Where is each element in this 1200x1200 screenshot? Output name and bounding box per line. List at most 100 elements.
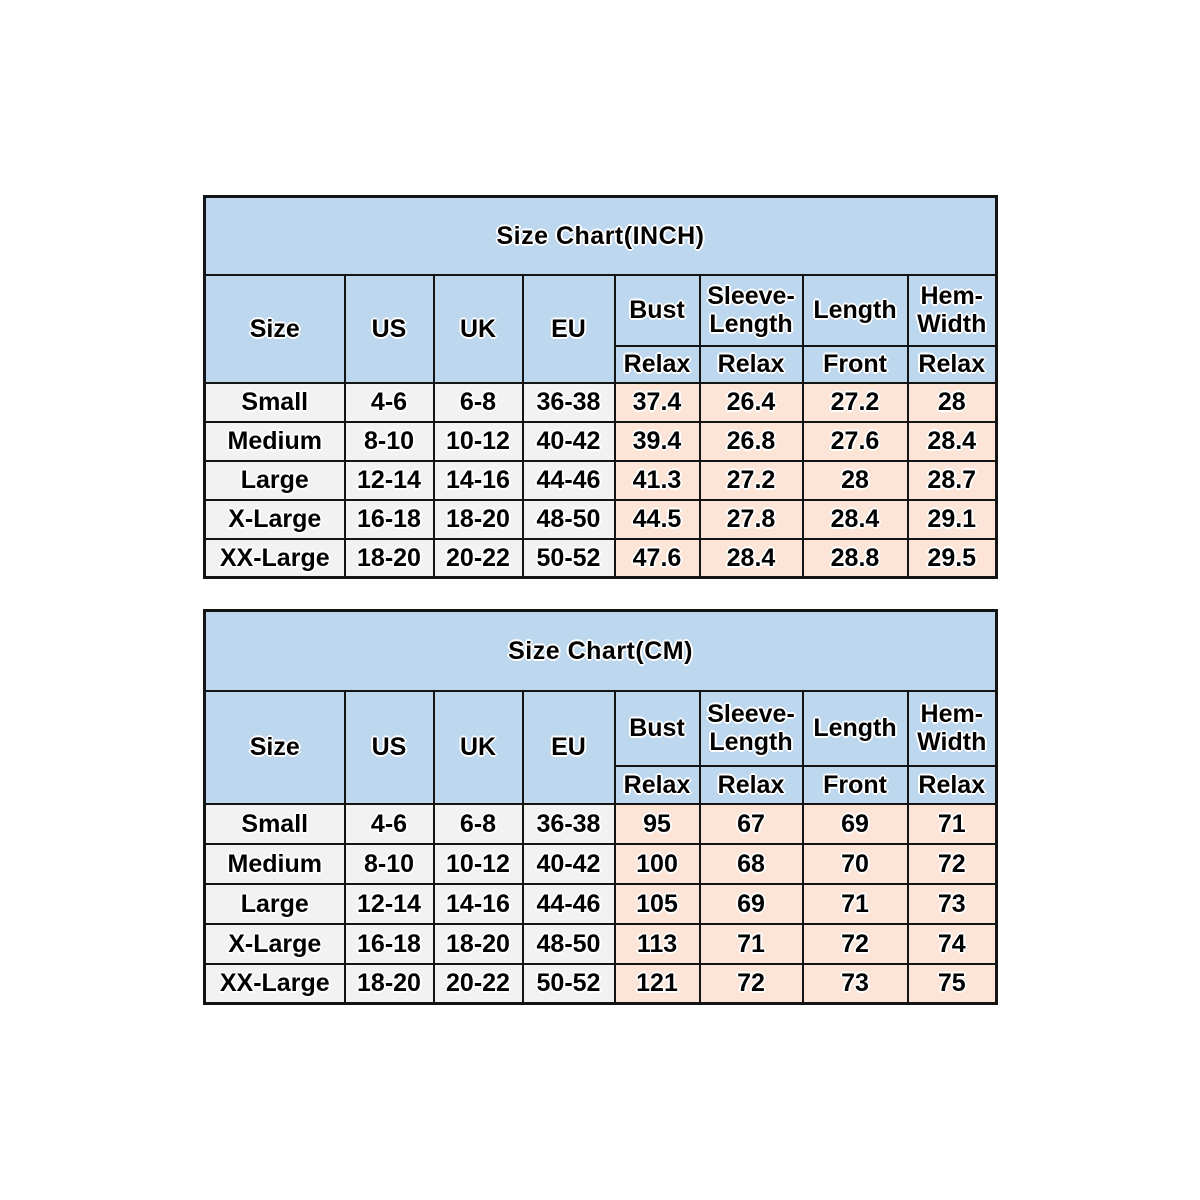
column-header-bust: Bust [613, 689, 701, 767]
table-cell: 10-12 [432, 842, 524, 885]
size-name-cell: Small [203, 381, 346, 423]
table-cell: 44.5 [613, 498, 701, 540]
sub-header-bust-relax: Relax [613, 764, 701, 805]
column-header-eu: EU [521, 689, 616, 805]
column-header-sleeve-length: Sleeve-Length [698, 273, 804, 347]
table-cell: 8-10 [343, 842, 435, 885]
sub-header-row: Relax Relax Front Relax [205, 764, 998, 805]
table-cell: 16-18 [343, 498, 435, 540]
table-row: Medium 8-10 10-12 40-42 39.4 26.8 27.6 28.4 [203, 420, 998, 462]
sub-header-bust-relax: Relax [613, 344, 701, 384]
table-row: Small 4-6 6-8 36-38 37.4 26.4 27.2 28 [203, 381, 998, 423]
table-cell: 71 [801, 882, 909, 925]
table-cell: 50-52 [521, 537, 616, 579]
table-cell: 14-16 [432, 459, 524, 501]
table-cell: 12-14 [343, 882, 435, 925]
size-name-cell: Medium [203, 420, 346, 462]
table-cell: 28.8 [801, 537, 909, 579]
table-cell: 73 [906, 882, 998, 925]
table-cell: 20-22 [432, 962, 524, 1005]
size-name-cell: XX-Large [203, 537, 346, 579]
table-cell: 26.4 [698, 381, 804, 423]
size-chart-inch-table: Size Chart(INCH) Size US UK EU Bust Slee… [203, 195, 999, 579]
table-cell: 10-12 [432, 420, 524, 462]
table-cell: 28.4 [801, 498, 909, 540]
table-cell: 29.1 [906, 498, 998, 540]
table-cell: 70 [801, 842, 909, 885]
table-cell: 29.5 [906, 537, 998, 579]
table-title-row: Size Chart(CM) [203, 609, 998, 692]
sub-header-row: Relax Relax Front Relax [205, 344, 998, 384]
table-cell: 4-6 [343, 381, 435, 423]
table-cell: 41.3 [613, 459, 701, 501]
sub-header-hem-relax: Relax [906, 764, 998, 805]
table-row: Large 12-14 14-16 44-46 105 69 71 73 [203, 882, 998, 925]
table-row: Small 4-6 6-8 36-38 95 67 69 71 [203, 802, 998, 845]
table-cell: 8-10 [343, 420, 435, 462]
table-cell: 44-46 [521, 459, 616, 501]
column-header-hem-width: Hem-Width [906, 273, 998, 347]
sub-header-length-front: Front [801, 764, 909, 805]
table-row: XX-Large 18-20 20-22 50-52 121 72 73 75 [203, 962, 998, 1005]
table-title: Size Chart(INCH) [203, 195, 998, 276]
table-cell: 28.4 [906, 420, 998, 462]
sub-header-sleeve-relax: Relax [698, 344, 804, 384]
table-cell: 6-8 [432, 381, 524, 423]
table-cell: 28 [906, 381, 998, 423]
column-header-hem-width: Hem-Width [906, 689, 998, 767]
table-cell: 36-38 [521, 381, 616, 423]
table-cell: 68 [698, 842, 804, 885]
table-cell: 14-16 [432, 882, 524, 925]
table-cell: 48-50 [521, 922, 616, 965]
column-header-us: US [343, 273, 435, 384]
size-name-cell: Small [203, 802, 346, 845]
table-header: Size Chart(INCH) Size US UK EU Bust Slee… [203, 195, 998, 384]
table-cell: 28.4 [698, 537, 804, 579]
table-row: Medium 8-10 10-12 40-42 100 68 70 72 [203, 842, 998, 885]
table-cell: 113 [613, 922, 701, 965]
table-title-row: Size Chart(INCH) [203, 195, 998, 276]
table-cell: 27.8 [698, 498, 804, 540]
column-header-length: Length [801, 273, 909, 347]
table-cell: 67 [698, 802, 804, 845]
table-cell: 47.6 [613, 537, 701, 579]
table-cell: 48-50 [521, 498, 616, 540]
table-cell: 27.6 [801, 420, 909, 462]
table-body: Small 4-6 6-8 36-38 37.4 26.4 27.2 28 Medium 8-10… [203, 381, 998, 579]
column-header-uk: UK [432, 273, 524, 384]
sub-header-hem-relax: Relax [906, 344, 998, 384]
table-cell: 18-20 [343, 962, 435, 1005]
table-cell: 6-8 [432, 802, 524, 845]
table-cell: 74 [906, 922, 998, 965]
column-header-sleeve-length: Sleeve-Length [698, 689, 804, 767]
size-name-cell: Large [203, 882, 346, 925]
table-cell: 73 [801, 962, 909, 1005]
table-title: Size Chart(CM) [203, 609, 998, 692]
table-row: Large 12-14 14-16 44-46 41.3 27.2 28 28.7 [203, 459, 998, 501]
table-cell: 27.2 [698, 459, 804, 501]
table-cell: 18-20 [343, 537, 435, 579]
column-header-bust: Bust [613, 273, 701, 347]
table-cell: 105 [613, 882, 701, 925]
column-header-row: Size US UK EU Bust Sleeve-Length Length … [203, 689, 998, 805]
table-cell: 4-6 [343, 802, 435, 845]
table-cell: 37.4 [613, 381, 701, 423]
table-cell: 26.8 [698, 420, 804, 462]
table-cell: 40-42 [521, 420, 616, 462]
column-header-eu: EU [521, 273, 616, 384]
table-cell: 18-20 [432, 922, 524, 965]
table-cell: 40-42 [521, 842, 616, 885]
table-cell: 100 [613, 842, 701, 885]
table-cell: 18-20 [432, 498, 524, 540]
table-cell: 69 [698, 882, 804, 925]
table-cell: 50-52 [521, 962, 616, 1005]
table-cell: 72 [801, 922, 909, 965]
table-cell: 71 [698, 922, 804, 965]
column-header-uk: UK [432, 689, 524, 805]
table-cell: 16-18 [343, 922, 435, 965]
table-header: Size Chart(CM) Size US UK EU Bust Sleeve… [203, 609, 998, 805]
size-name-cell: X-Large [203, 498, 346, 540]
table-cell: 36-38 [521, 802, 616, 845]
size-name-cell: XX-Large [203, 962, 346, 1005]
